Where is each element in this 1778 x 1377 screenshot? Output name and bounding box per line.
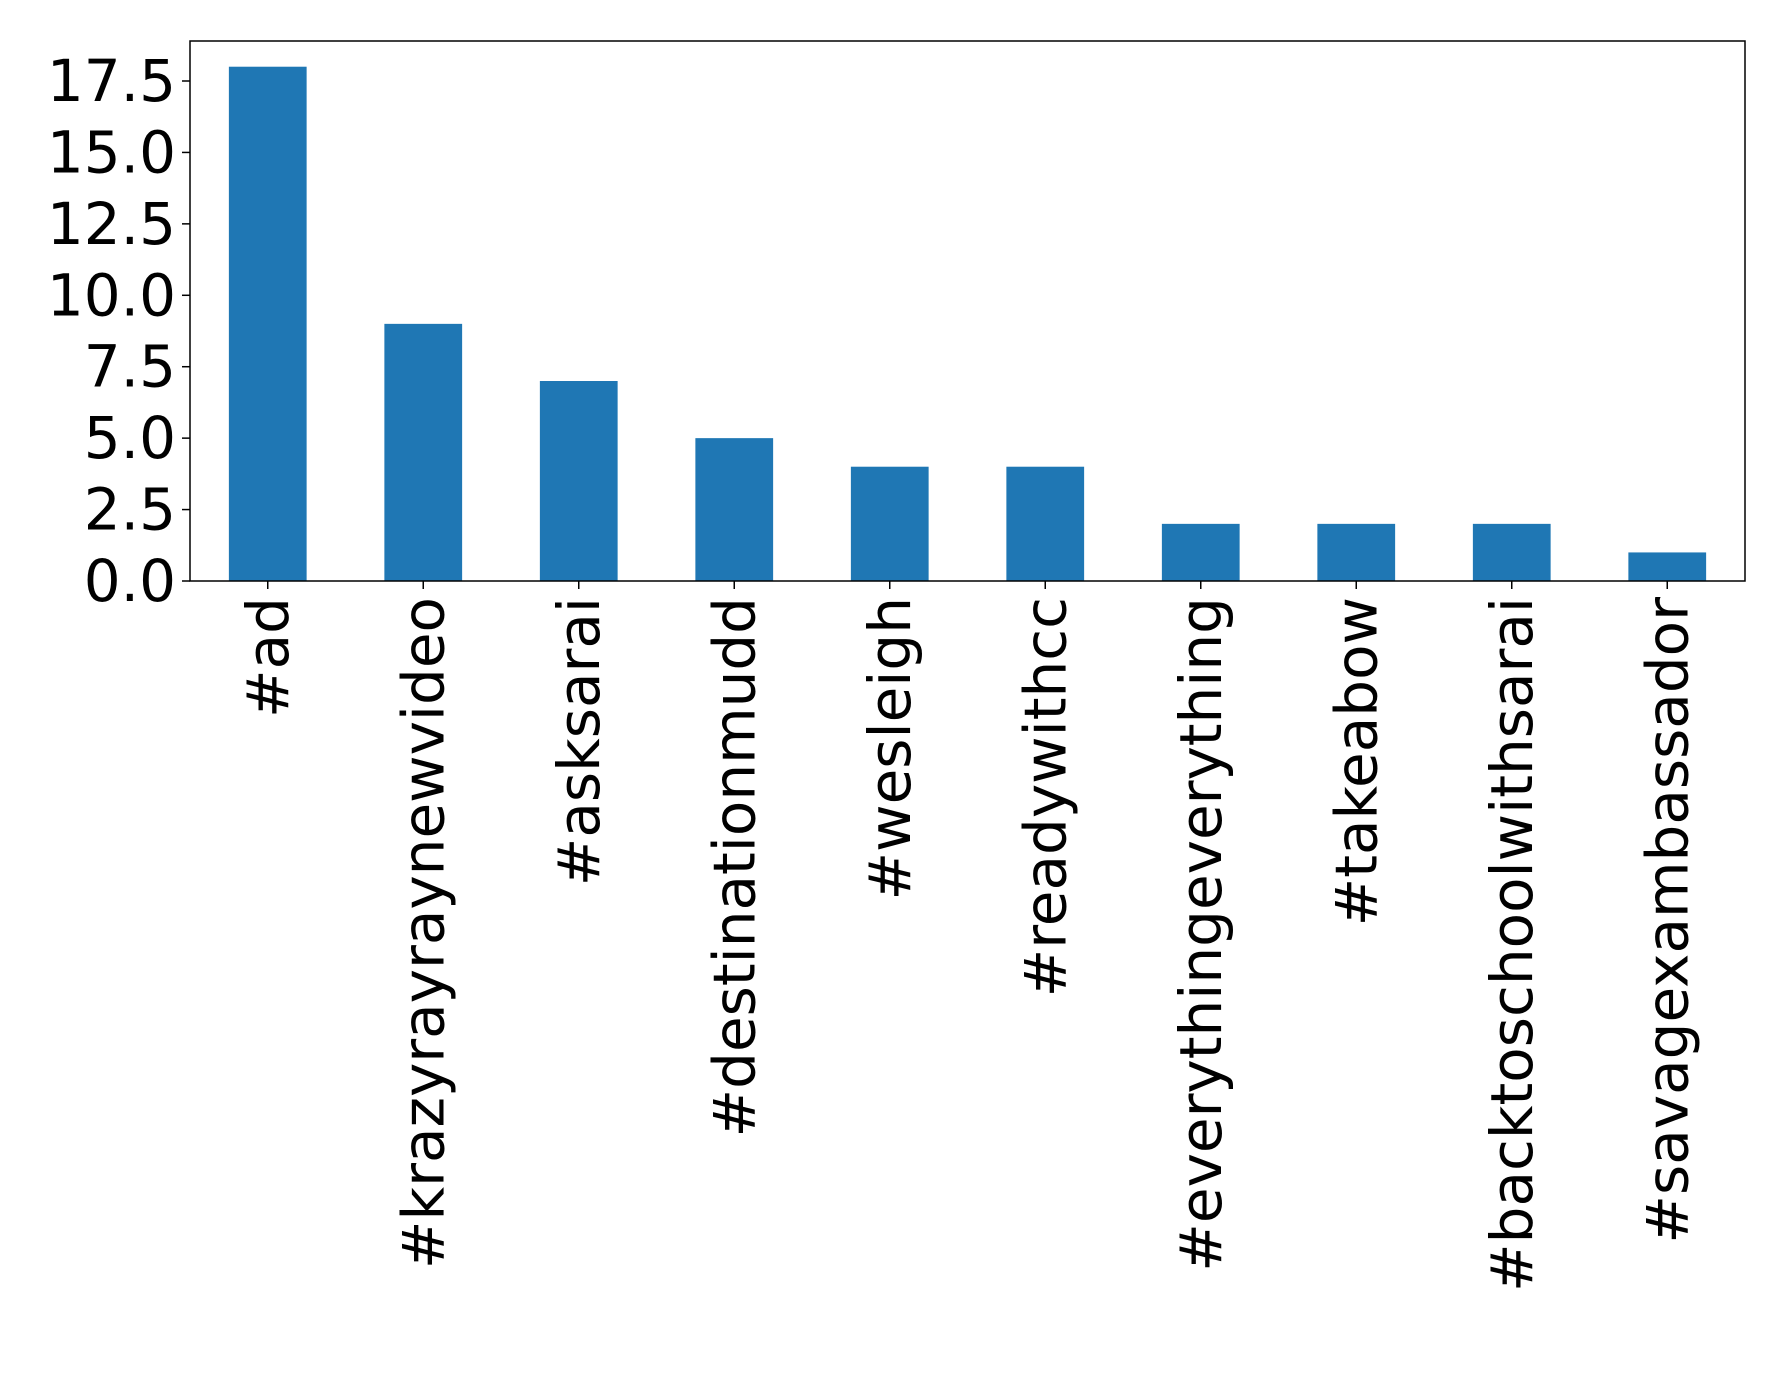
x-tick-label-4: #wesleigh	[856, 597, 924, 900]
x-tick-label-8: #backtoschoolwithsarai	[1478, 597, 1546, 1292]
x-tick-label-7: #takeabow	[1322, 597, 1390, 926]
bar-8	[1472, 523, 1551, 581]
x-axis: #ad #krazyrayraynewvideo #asksarai #destina…	[234, 581, 1701, 1292]
y-tick-label-2: 5.0	[84, 404, 176, 472]
x-tick-label-9: #savagexambassador	[1633, 597, 1701, 1244]
x-tick-label-5: #readywithcc	[1011, 597, 1079, 997]
y-tick-label-6: 15.0	[47, 118, 176, 186]
bar-2	[539, 381, 618, 581]
y-axis: 0.02.55.07.510.012.515.017.5	[47, 47, 190, 615]
x-tick-label-2: #asksarai	[545, 597, 613, 886]
x-tick-label-0: #ad	[234, 597, 302, 718]
y-tick-label-3: 7.5	[84, 333, 176, 401]
bar-9	[1628, 552, 1707, 581]
x-tick-label-3: #destinationmudd	[700, 597, 768, 1137]
x-tick-label-6: #everythingeverything	[1167, 597, 1235, 1272]
y-tick-label-4: 10.0	[47, 261, 176, 329]
bars-group	[228, 66, 1707, 581]
bar-5	[1006, 466, 1085, 581]
bar-0	[228, 66, 307, 581]
plot-frame	[189, 40, 1746, 582]
bar-6	[1161, 523, 1240, 581]
x-tick-label-1: #krazyrayraynewvideo	[389, 597, 457, 1269]
y-tick-label-5: 12.5	[47, 190, 176, 258]
y-tick-label-1: 2.5	[84, 476, 176, 544]
y-tick-label-7: 17.5	[47, 47, 176, 115]
bar-1	[384, 323, 463, 581]
bar-3	[695, 438, 774, 581]
y-tick-label-0: 0.0	[84, 547, 176, 615]
bar-4	[850, 466, 929, 581]
bar-7	[1317, 523, 1396, 581]
